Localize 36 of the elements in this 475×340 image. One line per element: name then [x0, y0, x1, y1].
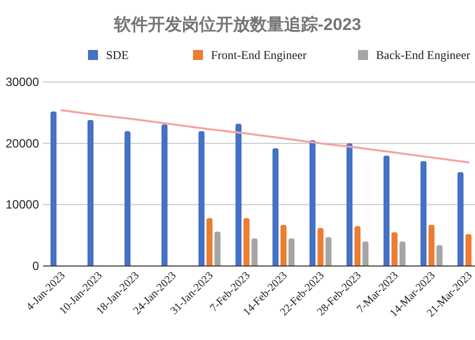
bar	[466, 234, 472, 266]
bar	[162, 124, 168, 266]
bar	[288, 238, 294, 266]
bar	[458, 172, 464, 266]
line-series	[60, 109, 470, 164]
bar	[198, 131, 204, 266]
bar	[236, 124, 242, 266]
bar	[88, 120, 94, 266]
bar	[50, 111, 56, 266]
bar	[318, 228, 324, 266]
bar	[272, 148, 278, 266]
bar	[420, 161, 426, 266]
legend-label: Back-End Engineer	[376, 48, 470, 62]
bar	[428, 224, 434, 266]
bar	[384, 156, 390, 266]
bar	[346, 143, 352, 266]
y-tick-label: 0	[32, 259, 40, 273]
bar	[400, 241, 406, 266]
bar	[206, 218, 212, 266]
bar	[326, 237, 332, 266]
bar	[354, 226, 360, 266]
y-tick-label: 20000	[6, 136, 40, 150]
bar	[252, 238, 258, 266]
bar	[310, 140, 316, 266]
bar	[124, 131, 130, 266]
legend-label: Front-End Engineer	[211, 48, 307, 62]
bar	[280, 224, 286, 266]
bar	[436, 245, 442, 266]
y-tick-label: 30000	[6, 75, 40, 89]
bar	[392, 232, 398, 266]
chart-title: 软件开发岗位开放数量追踪-2023	[112, 15, 362, 34]
bar	[362, 241, 368, 266]
y-tick-label: 10000	[6, 198, 40, 212]
bar	[214, 232, 220, 266]
bar	[244, 218, 250, 266]
legend-label: SDE	[106, 48, 129, 62]
